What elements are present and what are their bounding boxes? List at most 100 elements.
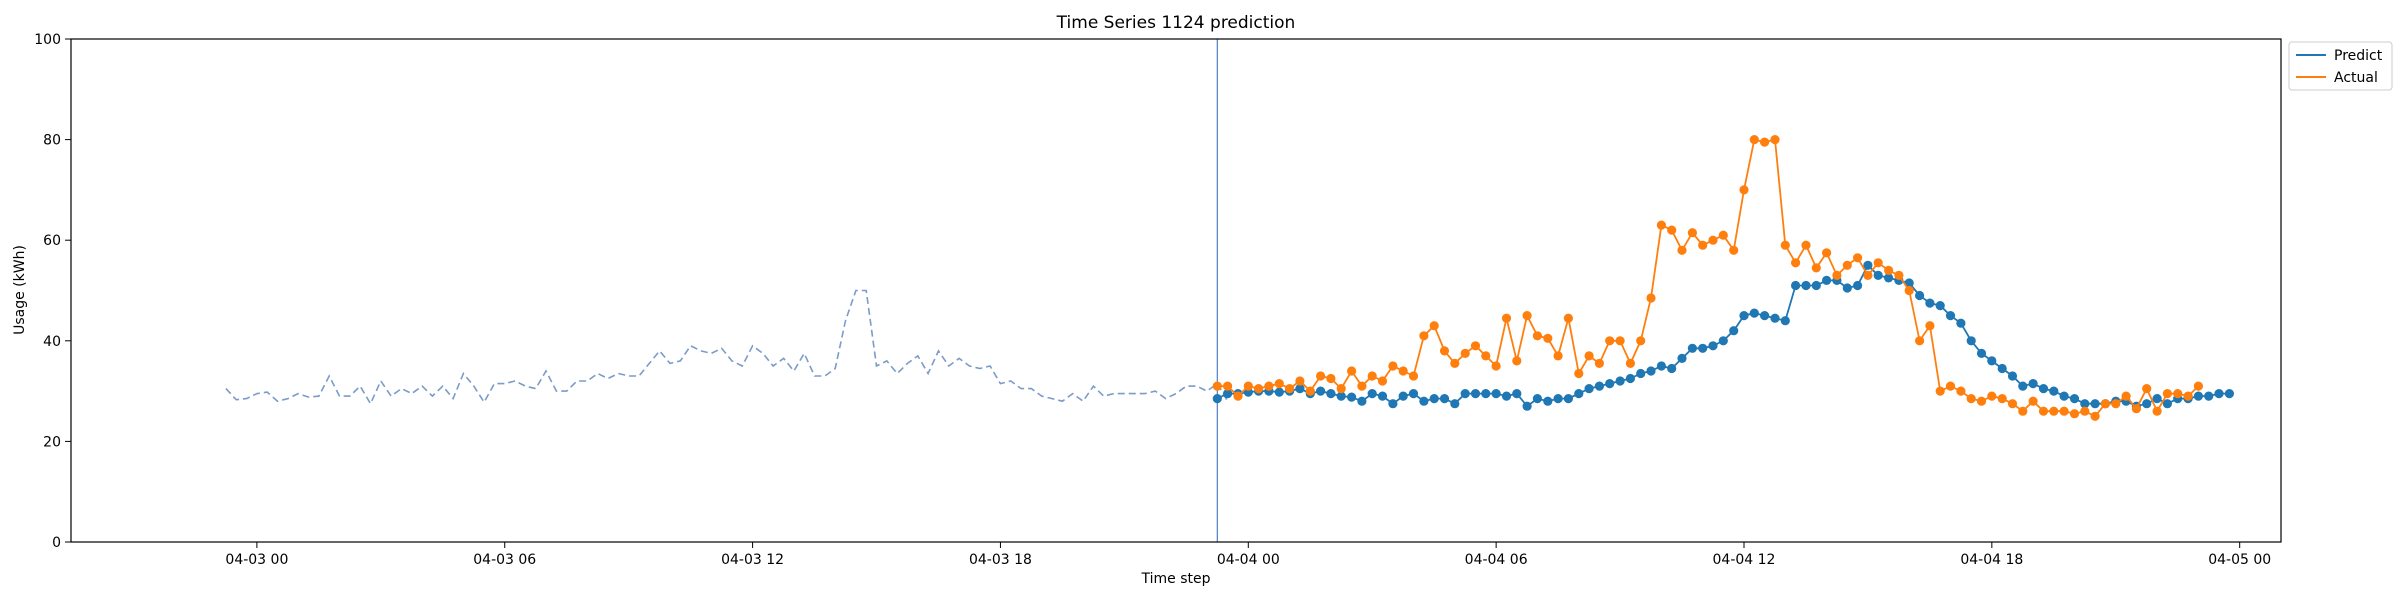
data-point-actual [1605,336,1615,346]
data-point-actual [1842,260,1852,270]
x-tick-label: 04-04 00 [1217,552,1280,568]
data-point-predict [2038,384,2049,394]
y-tick-label: 80 [43,133,61,149]
data-point-predict [1532,394,1542,404]
data-point-predict [1512,389,1522,399]
data-point-actual [1574,368,1584,379]
data-point-actual [1285,384,1295,394]
data-point-actual [2173,389,2183,399]
data-point-predict [1501,391,1512,401]
data-point-predict [1729,326,1739,336]
data-point-actual [2142,384,2152,394]
data-point-actual [2111,399,2121,409]
data-point-actual [1760,137,1770,147]
data-point-actual [1223,381,1233,391]
data-point-actual [1264,381,1274,391]
data-point-actual [1935,386,1945,396]
x-tick-label: 04-03 00 [225,552,288,568]
data-point-actual [2152,406,2162,416]
data-point-predict [1780,316,1790,326]
data-point-actual [1501,313,1512,323]
data-point-predict [1594,381,1604,391]
data-point-actual [1873,258,1883,268]
data-point-predict [1326,389,1336,399]
data-point-predict [1223,389,1233,399]
data-point-predict [1408,389,1419,399]
data-point-actual [1450,358,1460,368]
x-tick-label: 04-05 00 [2208,552,2271,568]
data-point-actual [1512,356,1522,366]
data-point-predict [2204,391,2214,401]
x-tick-label: 04-03 18 [969,552,1032,568]
data-point-actual [1594,358,1604,368]
data-point-actual [1770,135,1780,145]
data-point-actual [1408,371,1419,381]
data-point-predict [1925,298,1935,308]
history-line [225,289,1229,406]
data-point-predict [2152,394,2162,404]
data-point-predict [1884,273,1894,283]
data-point-actual [1326,373,1336,384]
data-point-predict [1460,389,1470,399]
data-point-actual [2131,404,2141,414]
data-point-actual [1543,333,1553,343]
data-point-actual [1367,371,1377,381]
data-point-actual [1729,245,1739,255]
data-point-predict [1801,280,1811,291]
data-point-predict [2007,371,2018,381]
data-point-predict [1853,280,1863,291]
data-point-predict [1997,363,2007,374]
data-point-predict [1563,394,1573,404]
data-point-predict [1388,399,1398,409]
data-point-predict [1336,391,1346,401]
data-point-predict [1522,401,1532,411]
legend: Predict Actual [2288,41,2393,91]
y-tick-label: 40 [43,334,61,350]
data-point-actual [1667,225,1677,235]
data-point-actual [2069,409,2080,419]
data-point-actual [1749,135,1759,145]
data-point-predict [1677,353,1687,363]
data-point-actual [1388,361,1398,371]
data-point-predict [1646,366,1656,376]
data-point-predict [1316,386,1326,396]
data-point-predict [1873,270,1883,280]
data-point-predict [1956,318,1966,328]
data-point-actual [1832,270,1842,280]
data-point-predict [1739,311,1749,321]
data-point-actual [1904,285,1914,296]
data-point-predict [1708,341,1718,351]
data-point-actual [2028,396,2038,406]
data-point-actual [2059,406,2069,416]
data-point-predict [1811,280,1821,291]
data-point-actual [1625,358,1635,368]
data-point-actual [2121,391,2131,401]
legend-label-predict: Predict [2334,48,2383,64]
data-point-actual [2183,391,2193,401]
data-point-predict [1367,389,1377,399]
data-point-actual [1274,379,1284,389]
x-tick-label: 04-04 06 [1465,552,1528,568]
data-point-actual [1884,265,1894,275]
data-point-predict [1791,280,1801,291]
data-point-actual [1801,240,1811,250]
chart-title: Time Series 1124 prediction [1056,13,1296,33]
data-point-predict [1491,389,1501,399]
x-tick-label: 04-04 18 [1960,552,2023,568]
data-point-actual [1863,270,1873,280]
x-tick-label: 04-03 12 [721,552,784,568]
data-point-predict [2080,399,2090,409]
data-point-predict [1584,384,1594,394]
data-point-predict [1904,278,1914,288]
data-point-predict [1212,394,1222,404]
data-point-actual [2038,406,2049,416]
y-tick-label: 20 [43,434,61,450]
data-point-actual [1470,341,1481,351]
data-point-predict [1429,394,1439,404]
data-point-actual [1718,230,1728,240]
data-point-predict [2142,399,2152,409]
data-point-predict [1760,311,1770,321]
data-point-actual [2007,399,2018,409]
data-point-predict [1863,260,1873,270]
